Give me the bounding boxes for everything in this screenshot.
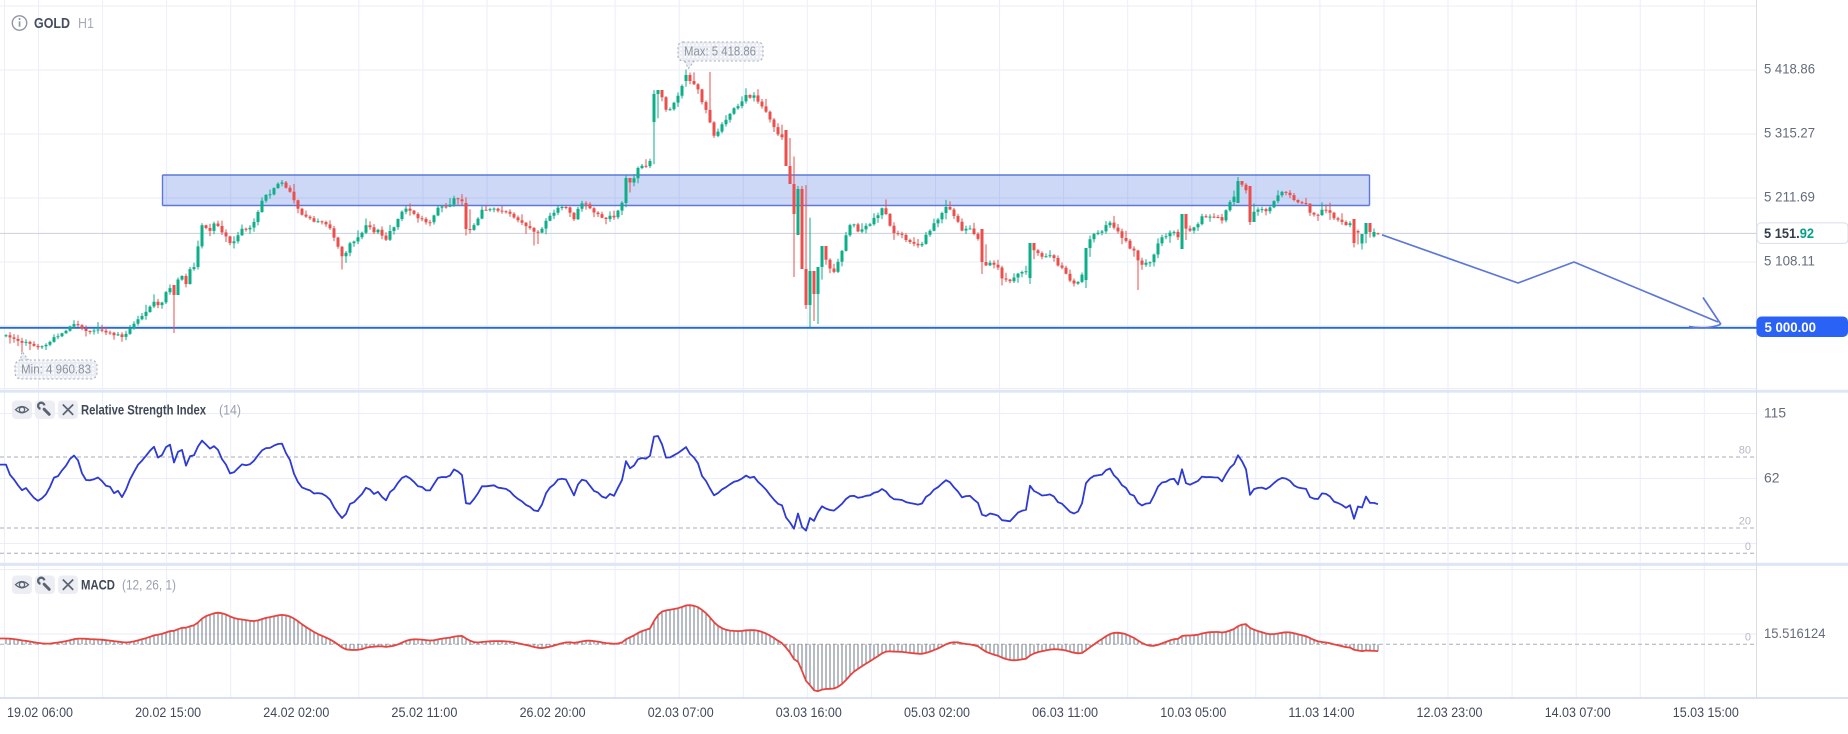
svg-text:Relative Strength Index: Relative Strength Index [81, 403, 206, 418]
svg-text:15.516124: 15.516124 [1764, 625, 1826, 641]
svg-text:5 315.27: 5 315.27 [1764, 124, 1815, 140]
svg-text:19.02 06:00: 19.02 06:00 [7, 705, 73, 720]
svg-text:24.02 02:00: 24.02 02:00 [263, 705, 329, 720]
svg-text:(14): (14) [219, 403, 241, 418]
svg-text:02.03 07:00: 02.03 07:00 [648, 705, 714, 720]
svg-text:Max: 5 418.86: Max: 5 418.86 [684, 44, 756, 59]
svg-text:H1: H1 [78, 16, 94, 32]
svg-text:GOLD: GOLD [34, 16, 70, 32]
svg-text:0: 0 [1745, 632, 1751, 644]
svg-text:14.03 07:00: 14.03 07:00 [1545, 705, 1611, 720]
svg-text:62: 62 [1764, 470, 1780, 486]
svg-text:MACD: MACD [81, 578, 115, 593]
svg-text:12.03 23:00: 12.03 23:00 [1417, 705, 1483, 720]
svg-text:5 151.92: 5 151.92 [1764, 226, 1814, 241]
svg-text:11.03 14:00: 11.03 14:00 [1288, 705, 1354, 720]
svg-text:(12, 26, 1): (12, 26, 1) [122, 578, 176, 593]
svg-text:10.03 05:00: 10.03 05:00 [1160, 705, 1226, 720]
svg-text:03.03 16:00: 03.03 16:00 [776, 705, 842, 720]
svg-text:115: 115 [1764, 404, 1786, 420]
svg-text:Min: 4 960.83: Min: 4 960.83 [21, 362, 91, 377]
svg-text:5 000.00: 5 000.00 [1765, 320, 1817, 335]
svg-text:15.03 15:00: 15.03 15:00 [1673, 705, 1739, 720]
svg-text:26.02 20:00: 26.02 20:00 [520, 705, 586, 720]
svg-text:80: 80 [1739, 445, 1751, 457]
svg-text:05.03 02:00: 05.03 02:00 [904, 705, 970, 720]
svg-text:5 418.86: 5 418.86 [1764, 60, 1815, 76]
svg-text:20.02 15:00: 20.02 15:00 [135, 705, 201, 720]
svg-text:06.03 11:00: 06.03 11:00 [1032, 705, 1098, 720]
svg-text:5 108.11: 5 108.11 [1764, 252, 1815, 268]
svg-text:20: 20 [1739, 516, 1751, 528]
svg-text:25.02 11:00: 25.02 11:00 [391, 705, 457, 720]
svg-text:0: 0 [1745, 541, 1751, 553]
svg-text:5 211.69: 5 211.69 [1764, 188, 1815, 204]
